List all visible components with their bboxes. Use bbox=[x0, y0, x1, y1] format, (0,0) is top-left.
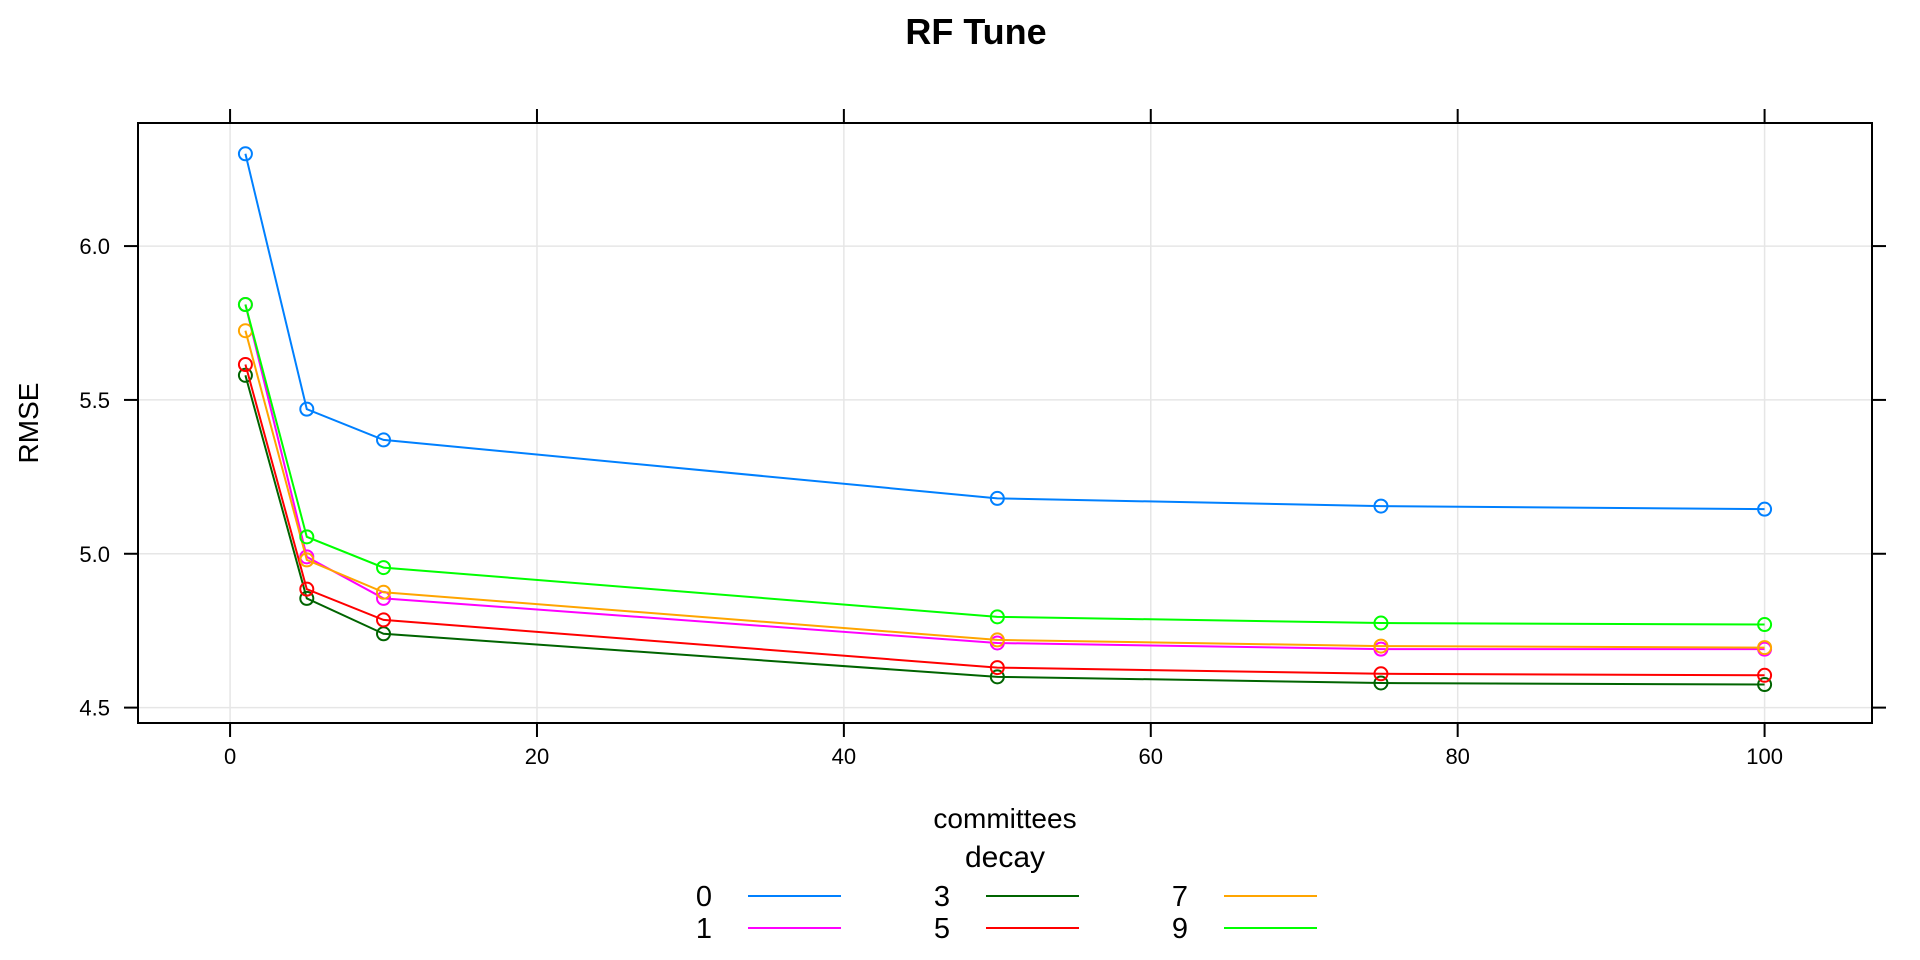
axes: 0 20 40 60 80 100 4.5 5.0 5.5 6.0 bbox=[79, 109, 1886, 769]
data-point bbox=[1757, 617, 1773, 633]
y-tick-label: 5.5 bbox=[79, 388, 110, 413]
grid bbox=[138, 123, 1872, 723]
data-point bbox=[237, 367, 253, 383]
series-line bbox=[244, 304, 1765, 651]
data-point bbox=[299, 529, 315, 545]
data-point bbox=[989, 632, 1005, 648]
legend-item-7: 7 bbox=[1172, 881, 1317, 913]
legend-label: 7 bbox=[1172, 881, 1188, 913]
data-point bbox=[1757, 640, 1773, 656]
data-point bbox=[989, 609, 1005, 625]
series-line bbox=[244, 330, 1765, 649]
legend-label: 1 bbox=[696, 913, 712, 945]
series-1 bbox=[237, 297, 1773, 657]
legend-label: 5 bbox=[934, 913, 950, 945]
data-point bbox=[376, 560, 392, 576]
series-line bbox=[244, 304, 1765, 626]
data-point bbox=[1757, 677, 1773, 693]
legend-label: 3 bbox=[934, 881, 950, 913]
data-point bbox=[1373, 498, 1389, 514]
data-point bbox=[1373, 638, 1389, 654]
data-point bbox=[1373, 675, 1389, 691]
x-tick-label: 100 bbox=[1746, 744, 1783, 769]
y-tick-label: 5.0 bbox=[79, 542, 110, 567]
x-tick-label: 40 bbox=[832, 744, 856, 769]
data-point bbox=[1757, 501, 1773, 517]
x-tick-label: 20 bbox=[525, 744, 549, 769]
data-point bbox=[1373, 615, 1389, 631]
x-tick-label: 80 bbox=[1445, 744, 1469, 769]
legend-item-5: 5 bbox=[934, 913, 1079, 945]
data-point bbox=[299, 590, 315, 606]
data-point bbox=[299, 401, 315, 417]
data-point bbox=[237, 146, 253, 162]
y-axis-title: RMSE bbox=[13, 383, 44, 464]
x-axis-title: committees bbox=[933, 803, 1076, 834]
series-9 bbox=[237, 297, 1773, 633]
series-0 bbox=[237, 146, 1773, 517]
y-tick-label: 4.5 bbox=[79, 696, 110, 721]
series-5 bbox=[237, 357, 1773, 683]
data-point bbox=[237, 357, 253, 373]
data-point bbox=[989, 669, 1005, 685]
data-point bbox=[1373, 666, 1389, 682]
plot-frame bbox=[137, 122, 1873, 724]
data-point bbox=[237, 297, 253, 313]
data-point bbox=[989, 490, 1005, 506]
legend-item-1: 1 bbox=[696, 913, 841, 945]
x-tick-label: 0 bbox=[224, 744, 236, 769]
data-point bbox=[299, 552, 315, 568]
y-tick-label: 6.0 bbox=[79, 234, 110, 259]
data-point bbox=[376, 612, 392, 628]
data-point bbox=[989, 660, 1005, 676]
series-7 bbox=[237, 323, 1773, 656]
legend-item-3: 3 bbox=[934, 881, 1079, 913]
legend-title: decay bbox=[965, 841, 1045, 874]
legend-item-0: 0 bbox=[696, 881, 841, 913]
series-line bbox=[244, 153, 1765, 511]
chart-title: RF Tune bbox=[905, 11, 1046, 52]
legend-label: 0 bbox=[696, 881, 712, 913]
x-tick-label: 60 bbox=[1139, 744, 1163, 769]
data-point bbox=[299, 581, 315, 597]
series-line bbox=[244, 364, 1765, 677]
legend: 01 35 79 bbox=[696, 881, 1317, 945]
legend-item-9: 9 bbox=[1172, 913, 1317, 945]
data-point bbox=[376, 432, 392, 448]
data-point bbox=[1757, 667, 1773, 683]
legend-label: 9 bbox=[1172, 913, 1188, 945]
series-line bbox=[244, 375, 1765, 686]
data-point bbox=[376, 584, 392, 600]
series-layer bbox=[237, 146, 1773, 693]
